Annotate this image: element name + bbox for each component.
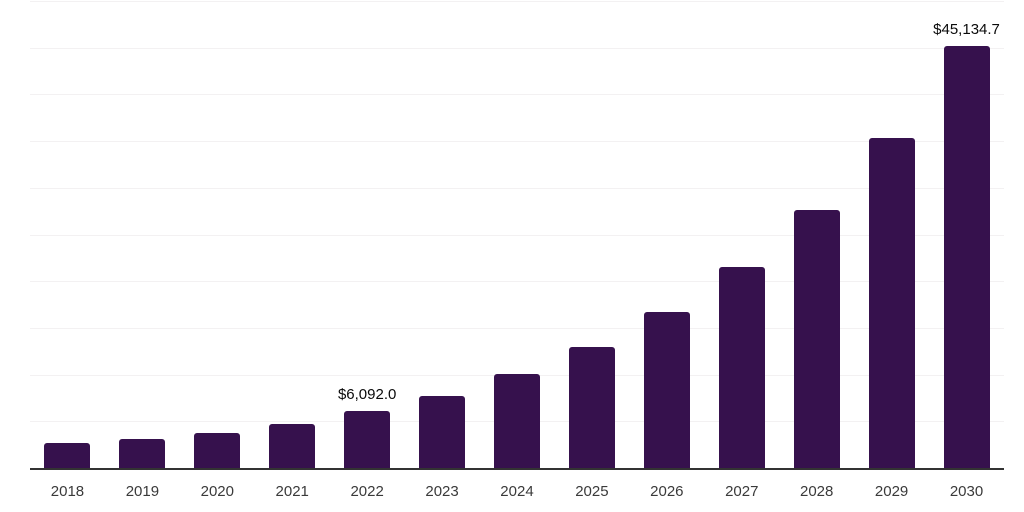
x-tick-label-2019: 2019 <box>125 483 160 500</box>
bar-2030 <box>943 46 990 468</box>
bar-column-2025 <box>554 1 629 468</box>
bar-column-2022: $6,092.0 <box>330 1 405 468</box>
x-axis: 2018 2019 2020 2021 2022 2023 2024 2025 2026 2027… <box>30 482 1004 502</box>
gridline <box>30 47 1004 49</box>
x-tick-label-2027: 2027 <box>725 483 759 500</box>
bar-column-2021 <box>255 1 330 468</box>
x-tick-label-2021: 2021 <box>275 483 309 500</box>
bar-value-label: $45,134.7 <box>933 21 1000 39</box>
bar-value-label: $6,092.0 <box>337 386 397 404</box>
x-tick-label-2024: 2024 <box>500 483 534 500</box>
bar-column-2026 <box>629 1 704 468</box>
bar-2022 <box>344 411 391 468</box>
bar-2023 <box>419 395 466 468</box>
bar-2029 <box>868 137 915 468</box>
x-tick-label-2026: 2026 <box>650 483 684 500</box>
gridline <box>30 1 1004 2</box>
bar-2024 <box>493 374 540 468</box>
x-tick-label-2022: 2022 <box>350 483 384 500</box>
bar-column-2018 <box>30 1 105 468</box>
bar-column-2027 <box>704 1 779 468</box>
bar-2025 <box>568 346 615 468</box>
bar-2026 <box>643 312 690 468</box>
x-tick-label-2018: 2018 <box>50 483 85 500</box>
x-tick-label-2020: 2020 <box>200 483 234 500</box>
bar-2018 <box>44 442 91 468</box>
bar-column-2030: $45,134.7 <box>929 1 1004 468</box>
gridline <box>30 94 1004 96</box>
bar-column-2024 <box>480 1 555 468</box>
bar-column-2028 <box>779 1 854 468</box>
x-tick-label-2030: 2030 <box>949 483 984 500</box>
x-tick-label-2025: 2025 <box>575 483 609 500</box>
gridline <box>30 187 1004 189</box>
bars-row: $6,092.0 $45,134.7 <box>30 1 1004 468</box>
gridline <box>30 141 1004 143</box>
gridline <box>30 281 1004 283</box>
x-tick-label-2028: 2028 <box>799 483 834 500</box>
bar-column-2019 <box>105 1 180 468</box>
gridline <box>30 234 1004 236</box>
plot-area: $6,092.0 $45,134.7 <box>30 1 1004 470</box>
x-tick-label-2029: 2029 <box>874 483 909 500</box>
bar-2021 <box>269 423 316 468</box>
gridline <box>30 327 1004 329</box>
bar-column-2029 <box>854 1 929 468</box>
bar-2020 <box>194 433 241 468</box>
bar-2028 <box>793 209 840 468</box>
bar-column-2020 <box>180 1 255 468</box>
x-tick-label-2023: 2023 <box>425 483 459 500</box>
bar-2027 <box>718 267 765 468</box>
bar-column-2023 <box>405 1 480 468</box>
bar-2019 <box>119 439 166 468</box>
